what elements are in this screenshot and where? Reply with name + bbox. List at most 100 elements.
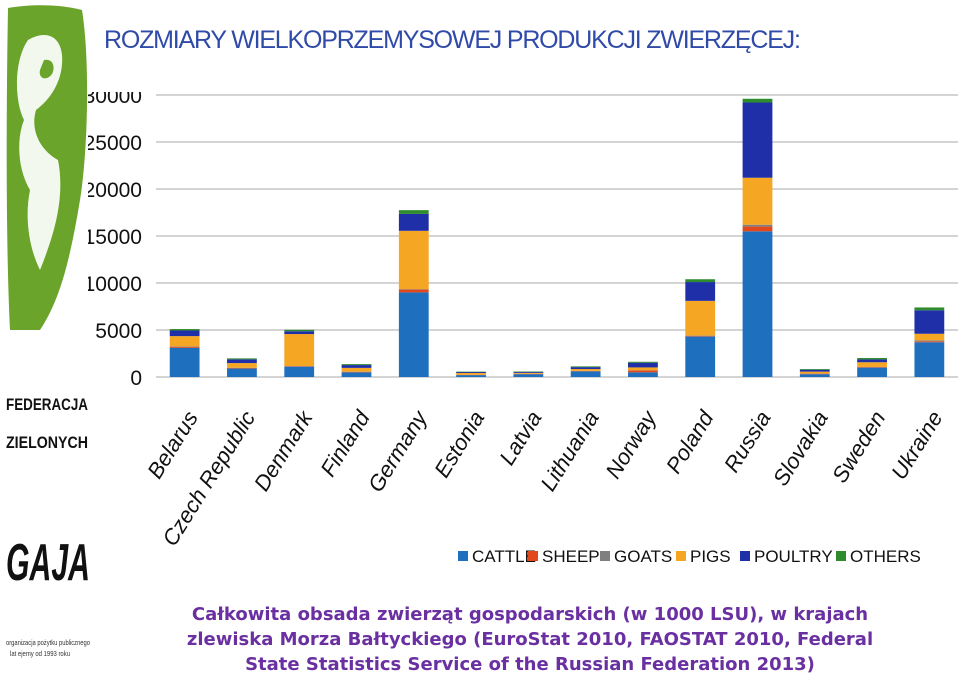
bar-segment <box>742 177 773 225</box>
bar-segment <box>914 310 945 334</box>
bar-segment <box>169 330 200 337</box>
legend-swatch <box>458 551 468 561</box>
legend-swatch <box>740 551 750 561</box>
legend-label: PIGS <box>690 547 731 566</box>
legend-label: SHEEP <box>542 547 600 566</box>
y-tick-label: 25000 <box>88 132 142 155</box>
chart-bars <box>169 98 945 377</box>
bar-segment <box>341 364 372 366</box>
bar-segment <box>284 366 315 377</box>
x-tick-label: Finland <box>315 406 375 481</box>
x-tick-label: Norway <box>600 405 662 483</box>
legend-swatch <box>528 551 538 561</box>
caption-line-1: Całkowita obsada zwierząt gospodarskich … <box>191 604 869 625</box>
chart-caption: Całkowita obsada zwierząt gospodarskich … <box>100 602 960 677</box>
bar-segment <box>742 226 773 232</box>
bar-segment <box>570 366 601 368</box>
bar-segment <box>914 342 945 377</box>
bar-segment <box>513 374 544 377</box>
bar-segment <box>456 375 486 377</box>
caption-line-3: State Statistics Service of the Russian … <box>245 654 815 675</box>
x-tick-label: Germany <box>363 405 433 497</box>
bar-segment <box>570 369 601 371</box>
legend-label: CATTLE <box>472 547 536 566</box>
legend-swatch <box>836 551 846 561</box>
bar-segment <box>398 230 429 290</box>
x-tick-label: Latvia <box>494 406 546 469</box>
sidebar-branding: FEDERACJA ZIELONYCH GAJA organizacja poż… <box>6 5 90 658</box>
bar-segment <box>456 372 486 375</box>
legend-label: GOATS <box>614 547 672 566</box>
bar-segment <box>284 334 315 367</box>
y-tick-label: 15000 <box>88 226 142 249</box>
caption-line-2: zlewiska Morza Bałtyckiego (EuroStat 201… <box>186 629 874 650</box>
legend-swatch <box>600 551 610 561</box>
org-name-line2: ZIELONYCH <box>6 433 88 452</box>
bar-segment <box>914 307 945 311</box>
y-axis-tick-labels: 0 5000 10000 15000 20000 25000 30000 <box>88 92 142 390</box>
bar-segment <box>227 368 257 377</box>
bar-segment <box>857 358 887 360</box>
bar-segment <box>742 98 773 103</box>
page-title: ROZMIARY WIELKOPRZEMYSOWEJ PRODUKCJI ZWI… <box>104 26 801 54</box>
bar-segment <box>398 213 429 231</box>
bar-segment <box>398 292 429 377</box>
bar-segment <box>227 358 257 360</box>
x-tick-label: Denmark <box>249 406 318 496</box>
bar-segment <box>857 359 887 363</box>
x-tick-label: Belarus <box>142 406 203 483</box>
y-tick-label: 20000 <box>88 179 142 202</box>
bar-segment <box>628 362 658 368</box>
org-name-line1: FEDERACJA <box>6 395 88 414</box>
y-tick-label: 0 <box>130 367 142 390</box>
y-tick-label: 30000 <box>88 92 142 108</box>
bar-segment <box>398 289 429 293</box>
bar-segment <box>227 359 257 364</box>
legend-swatch <box>676 551 686 561</box>
x-tick-label: Ukraine <box>886 406 947 484</box>
bar-segment <box>628 361 658 363</box>
bar-segment <box>914 340 945 342</box>
chart-gridlines <box>156 94 958 378</box>
legend-label: OTHERS <box>850 547 921 566</box>
bar-segment <box>169 346 200 348</box>
x-tick-label: Estonia <box>429 406 489 481</box>
bar-segment <box>914 333 945 341</box>
org-note-line1: organizacja pożytku publicznego <box>6 640 90 647</box>
bar-segment <box>513 372 544 374</box>
legend-label: POULTRY <box>754 547 833 566</box>
x-tick-label: Russia <box>719 406 776 476</box>
org-note-line2: lat ejemy od 1993 roku <box>10 651 70 658</box>
bar-segment <box>284 331 315 335</box>
y-tick-label: 10000 <box>88 273 142 296</box>
bar-segment <box>227 363 257 368</box>
bar-segment <box>628 372 658 377</box>
bar-segment <box>570 367 601 370</box>
bar-segment <box>685 279 716 283</box>
x-tick-label: Slovakia <box>768 406 833 490</box>
bar-segment <box>857 362 887 367</box>
bar-segment <box>513 371 544 373</box>
bar-segment <box>284 329 315 332</box>
bar-segment <box>169 329 200 331</box>
livestock-stacked-bar-chart: 0 5000 10000 15000 20000 25000 30000 BelarusCz… <box>88 92 958 566</box>
bar-segment <box>169 336 200 347</box>
x-tick-label: Sweden <box>827 406 890 487</box>
bar-segment <box>169 347 200 377</box>
bar-segment <box>857 367 887 377</box>
y-tick-label: 5000 <box>95 320 142 343</box>
bar-segment <box>456 372 486 373</box>
bar-segment <box>628 367 658 371</box>
bar-segment <box>685 300 716 336</box>
organization-logo-graphic <box>6 5 88 330</box>
chart-legend: CATTLE SHEEP GOATS PIGS POULTRY OTHERS <box>458 547 921 566</box>
bar-segment <box>799 374 830 377</box>
bar-segment <box>914 341 945 343</box>
bar-segment <box>570 371 601 377</box>
bar-segment <box>742 102 773 178</box>
x-tick-label: Poland <box>661 406 719 478</box>
bar-segment <box>799 371 830 374</box>
bar-segment <box>799 369 830 372</box>
org-logo-text: GAJA <box>6 534 90 592</box>
